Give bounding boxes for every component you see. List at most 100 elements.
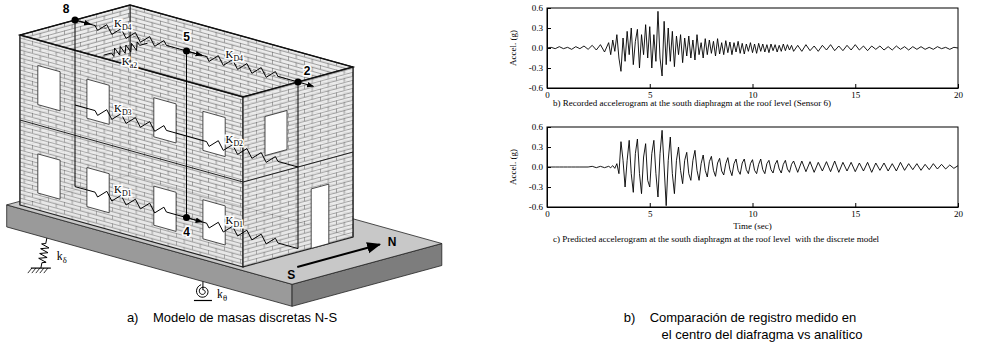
caption: b) Comparación de registro medido en <box>624 310 857 325</box>
spring <box>187 218 299 249</box>
y-axis: -0.6 -0.3 0.0 0.3 0.6 <box>529 3 551 93</box>
label-sub: D3 <box>122 108 132 117</box>
window <box>38 154 60 199</box>
y-axis-tick: -0.6 <box>529 202 551 212</box>
ground-hatch <box>40 268 44 273</box>
x-axis-tick-mark <box>855 203 856 207</box>
x-axis-tick-mark <box>855 84 856 88</box>
x-axis-line <box>548 207 959 208</box>
y-axis-tick-mark <box>547 68 551 69</box>
spring <box>75 187 187 218</box>
spring-label: KD1 <box>114 183 132 198</box>
x-axis-tick: 15 <box>851 203 861 219</box>
ground-hatch <box>36 268 40 273</box>
x-axis-tick-label: 20 <box>954 209 964 219</box>
spring <box>187 51 299 82</box>
spring <box>75 105 187 136</box>
y-axis-tick-mark <box>547 127 551 128</box>
y-axis-tick-label: 0.6 <box>532 122 544 132</box>
x-axis-tick-label: 20 <box>954 90 964 100</box>
accelerogram-line <box>547 11 958 76</box>
vertical-line <box>186 51 187 218</box>
label-main: K <box>114 183 122 195</box>
x-axis-tick-label: 0 <box>545 90 550 100</box>
ground-line <box>194 300 212 301</box>
x-axis-tick-label: 15 <box>851 209 861 219</box>
direction-label: S <box>287 268 295 282</box>
y-axis-title: Accel. (g) <box>508 30 518 66</box>
caption: el centro del diafragma vs analítico <box>662 327 863 342</box>
label-sub: D2 <box>233 139 243 148</box>
x-axis: 05101520 <box>545 203 963 219</box>
label-main: K <box>225 214 233 226</box>
y-axis-tick: -0.3 <box>529 63 551 73</box>
plot-area <box>547 130 958 205</box>
x-axis-tick: 15 <box>851 84 861 100</box>
north-arrow <box>297 244 380 267</box>
ground-hatch <box>44 268 48 273</box>
point-label: 5 <box>183 30 190 44</box>
ground-hatch <box>28 268 32 273</box>
x-axis-tick-mark <box>753 203 754 207</box>
y-axis-title: Accel. (g) <box>508 149 518 185</box>
direction-label: N <box>388 235 397 249</box>
label-sub: D4 <box>122 23 132 32</box>
y-axis-tick-mark <box>547 88 551 89</box>
y-axis-tick-label: -0.6 <box>529 202 544 212</box>
mass-point <box>183 214 190 221</box>
point-label: 8 <box>63 2 70 16</box>
mass-point <box>295 79 302 86</box>
spring-label: KD1 <box>225 214 243 229</box>
y-axis-tick: 0.6 <box>532 3 551 13</box>
y-axis-tick-label: 0.3 <box>532 23 544 33</box>
x-axis-tick-mark <box>650 203 651 207</box>
label-main: K <box>225 133 233 145</box>
x-axis-tick-mark <box>958 203 959 207</box>
caption: a) Modelo de masas discretas N-S <box>127 310 338 325</box>
window <box>265 111 287 156</box>
y-axis-tick: 0.3 <box>532 142 551 152</box>
y-axis-tick-mark <box>547 8 551 9</box>
window <box>311 184 329 248</box>
y-axis-tick: 0.0 <box>532 43 551 53</box>
label-main: K <box>225 48 233 60</box>
x-axis-tick: 5 <box>648 203 653 219</box>
window <box>87 168 109 213</box>
spring-label: KD3 <box>114 102 132 117</box>
label-main: K <box>114 102 122 114</box>
mass-point <box>72 17 79 24</box>
x-axis-tick: 20 <box>954 84 964 100</box>
y-axis-tick-mark <box>547 147 551 148</box>
background <box>0 0 993 355</box>
y-axis-tick-label: 0.3 <box>532 142 544 152</box>
x-axis-tick-mark <box>958 84 959 88</box>
y-axis-tick-label: -0.3 <box>529 63 544 73</box>
y-axis-tick-mark <box>547 187 551 188</box>
vertical-line <box>75 20 76 187</box>
accelerogram-line <box>547 130 958 205</box>
window <box>87 79 109 124</box>
label-sub: D4 <box>233 54 243 63</box>
x-axis-tick: 20 <box>954 203 964 219</box>
y-axis-tick-label: -0.6 <box>529 83 544 93</box>
spring-label: KD4 <box>225 48 243 63</box>
diagram: kδkθKD4KD4Ka2KD3KD2KD1KD18524SN <box>7 2 442 306</box>
plot-area <box>547 11 958 76</box>
chart: 05101520-0.6-0.30.00.30.6Accel. (g)b) Re… <box>508 3 964 108</box>
x-axis-tick-label: 15 <box>851 90 861 100</box>
y-axis-tick: -0.6 <box>529 83 551 93</box>
x-axis-title: Time (sec) <box>733 221 771 231</box>
label-sub: θ <box>223 293 227 303</box>
x-axis-tick-mark <box>753 84 754 88</box>
spring-label: kδ <box>57 249 67 265</box>
y-axis-tick-label: 0.0 <box>532 43 544 53</box>
chart: 05101520-0.6-0.30.00.30.6Accel. (g)Time … <box>508 122 964 244</box>
vertical-line <box>298 82 299 249</box>
label-sub: D1 <box>122 189 132 198</box>
x-axis-tick-mark <box>650 84 651 88</box>
point-label: 4 <box>183 225 190 239</box>
x-axis-tick: 10 <box>749 203 759 219</box>
y-axis-tick: 0.6 <box>532 122 551 132</box>
y-axis-tick-label: -0.3 <box>529 182 544 192</box>
y-axis-tick-label: 0.6 <box>532 3 544 13</box>
